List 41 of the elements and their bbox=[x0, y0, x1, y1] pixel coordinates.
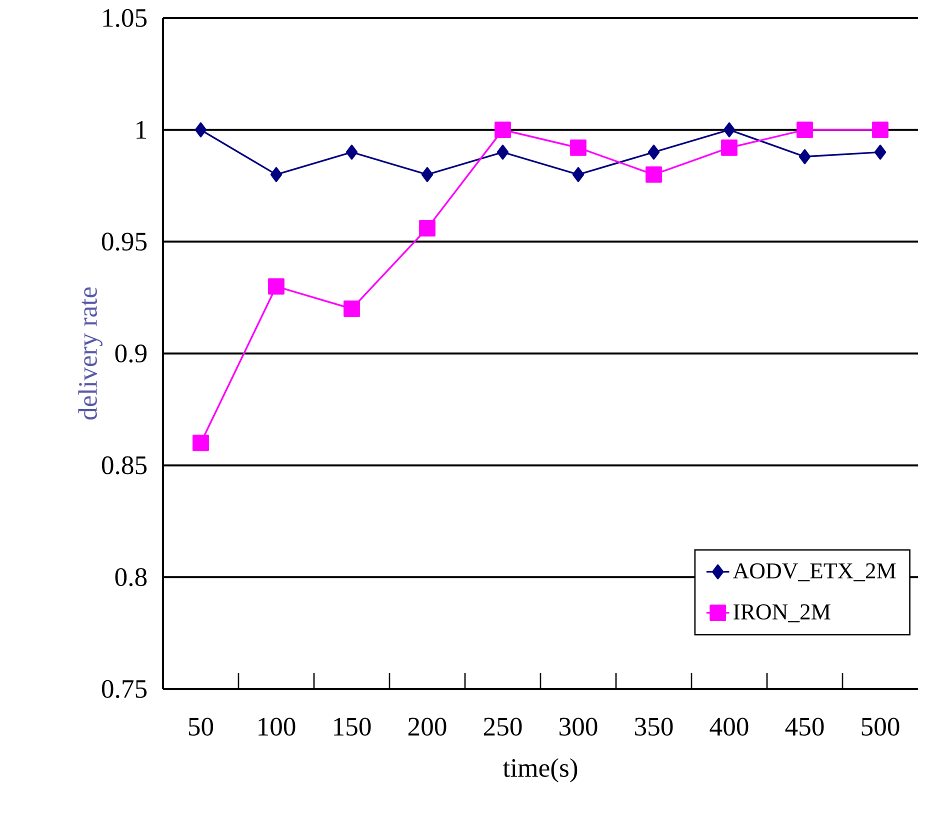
point bbox=[721, 140, 738, 156]
x-tick-label: 100 bbox=[258, 718, 296, 736]
y-tick-label: 1.05 bbox=[103, 8, 147, 28]
x-tick-label: 450 bbox=[785, 718, 824, 736]
point bbox=[874, 144, 886, 160]
point bbox=[270, 167, 282, 182]
point bbox=[194, 122, 207, 138]
point bbox=[346, 144, 358, 160]
y-tick-label: 0.95 bbox=[102, 232, 147, 251]
x-tick-label: 500 bbox=[862, 718, 900, 736]
y-tick-label: 0.85 bbox=[102, 456, 147, 474]
y-tick-label: 1 bbox=[136, 121, 146, 139]
legend-label: IRON_2M bbox=[734, 604, 830, 622]
point bbox=[192, 434, 209, 452]
point bbox=[570, 140, 586, 156]
x-tick-label: 300 bbox=[560, 718, 598, 736]
x-tick-label: 50 bbox=[188, 718, 214, 736]
y-tick-label: 0.9 bbox=[115, 344, 147, 363]
point bbox=[798, 149, 811, 164]
y-tick-label: 0.75 bbox=[102, 680, 147, 698]
point bbox=[421, 167, 434, 182]
point bbox=[344, 300, 360, 317]
point bbox=[648, 144, 660, 160]
x-tick-label: 250 bbox=[484, 718, 522, 736]
x-tick-label: 200 bbox=[408, 718, 446, 736]
y-tick-label: 0.8 bbox=[115, 568, 147, 586]
point bbox=[723, 122, 736, 138]
point bbox=[872, 122, 888, 138]
point bbox=[494, 122, 511, 138]
x-axis-title: time(s) bbox=[502, 758, 578, 782]
x-tick-label: 350 bbox=[635, 718, 673, 736]
point bbox=[572, 167, 584, 182]
x-tick-label: 150 bbox=[334, 718, 371, 736]
point bbox=[796, 122, 813, 138]
x-tick-label: 400 bbox=[710, 718, 748, 736]
point bbox=[496, 144, 509, 160]
point bbox=[268, 278, 284, 295]
point bbox=[646, 166, 662, 183]
point bbox=[419, 220, 436, 236]
y-axis-title: delivery rate bbox=[78, 287, 102, 420]
legend-label: AODV_ETX_2M bbox=[733, 563, 896, 582]
